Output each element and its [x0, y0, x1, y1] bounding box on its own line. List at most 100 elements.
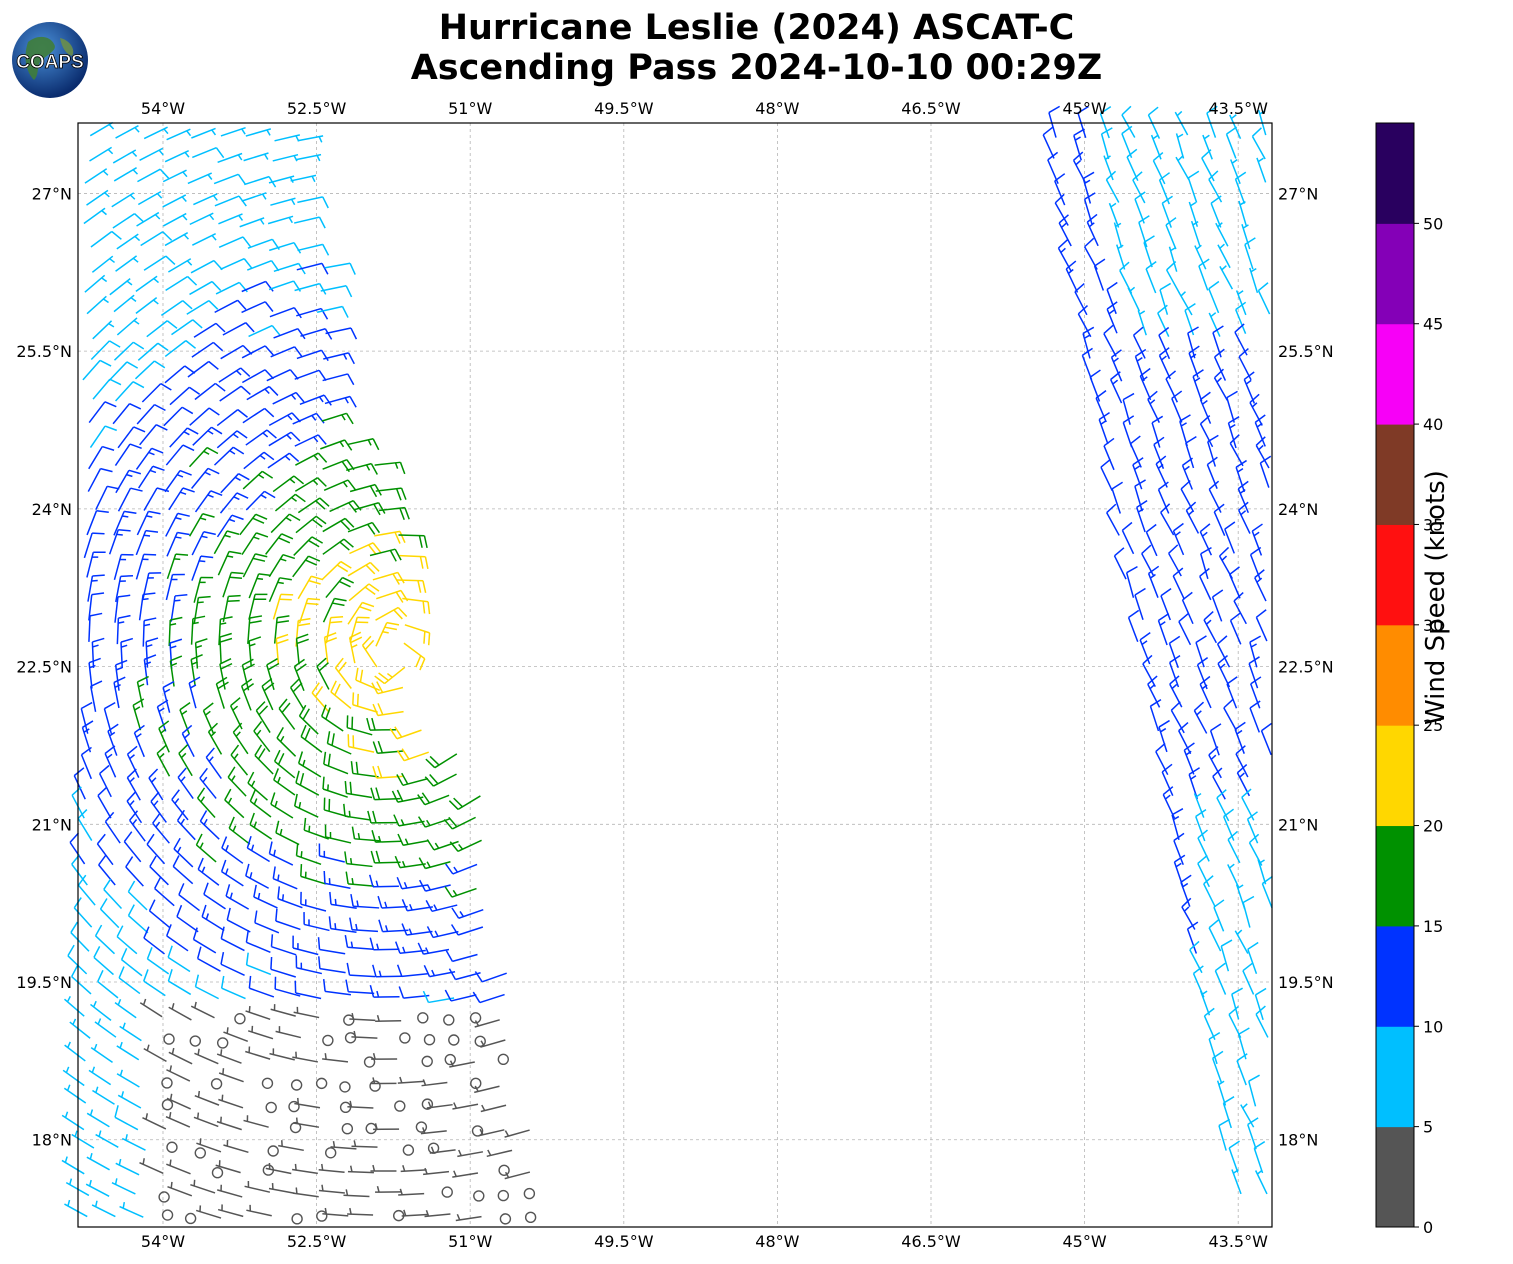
wind-barb	[116, 1069, 140, 1088]
wind-barb	[474, 1085, 500, 1094]
wind-barb	[220, 473, 250, 494]
wind-barb	[294, 477, 327, 492]
wind-barb	[330, 1140, 357, 1150]
calm-barb	[210, 1078, 223, 1090]
colorbar-segment	[1376, 223, 1414, 325]
wind-barb	[135, 529, 159, 556]
wind-barb	[368, 874, 399, 888]
wind-barb	[213, 173, 247, 185]
calm-barb	[497, 1189, 510, 1202]
wind-barb	[1203, 1007, 1216, 1041]
wind-barb	[220, 951, 245, 976]
colorbar-segment	[1376, 925, 1414, 1027]
wind-barb	[1152, 151, 1166, 185]
wind-barb	[1208, 1031, 1221, 1065]
wind-barb	[1209, 723, 1222, 756]
wind-barb	[137, 342, 169, 361]
wind-barb	[70, 921, 90, 952]
wind-barb	[142, 1113, 167, 1130]
wind-barb	[377, 895, 408, 909]
wind-barb	[1242, 962, 1255, 995]
wind-barb	[326, 731, 352, 755]
wind-barb	[1199, 414, 1214, 448]
wind-barb	[1147, 675, 1161, 708]
calm-barb	[265, 1101, 277, 1114]
wind-barb	[216, 430, 248, 449]
wind-barb	[1222, 1096, 1235, 1129]
wind-barb	[248, 636, 262, 667]
wind-barb	[294, 216, 326, 229]
wind-barb	[187, 360, 219, 378]
wind-barb	[268, 841, 294, 866]
wind-barb	[86, 189, 110, 206]
lat-label-left: 25.5°N	[16, 342, 72, 361]
wind-barb	[120, 637, 134, 669]
graticule	[78, 123, 1272, 1227]
wind-barb	[1216, 789, 1230, 822]
wind-barb	[227, 766, 247, 797]
wind-barb	[1157, 481, 1170, 514]
wind-barb	[70, 965, 92, 995]
wind-barb	[1256, 157, 1267, 183]
wind-barb	[116, 233, 141, 250]
wind-barb	[345, 871, 375, 887]
wind-barb	[311, 682, 330, 713]
wind-barb	[104, 745, 117, 778]
wind-barb	[1132, 171, 1146, 204]
wind-barb	[1116, 244, 1126, 270]
wind-barb	[1105, 170, 1120, 203]
wind-barb	[1195, 808, 1207, 842]
wind-barb	[1206, 105, 1218, 138]
wind-barb	[158, 720, 170, 753]
calm-barb	[441, 1186, 453, 1198]
wind-barb	[320, 285, 353, 298]
wind-barb	[219, 385, 251, 402]
wind-barb	[98, 854, 116, 886]
wind-barb	[86, 1109, 110, 1128]
calm-barb	[473, 1190, 485, 1202]
lat-label-right: 19.5°N	[1278, 973, 1334, 992]
wind-barb	[448, 968, 481, 981]
wind-barb	[1137, 310, 1147, 336]
wind-barb	[1195, 635, 1207, 668]
wind-barb	[1158, 719, 1170, 753]
wind-barb	[219, 632, 233, 664]
wind-barb	[246, 385, 279, 401]
wind-barb	[1173, 854, 1186, 887]
wind-barb	[114, 1105, 139, 1131]
wind-barb	[397, 833, 429, 847]
wind-barb	[270, 792, 294, 819]
wind-barb	[1139, 367, 1152, 401]
wind-barb	[1259, 455, 1272, 488]
wind-barb	[162, 169, 188, 183]
wind-barb	[347, 1207, 374, 1216]
calm-barb	[448, 1034, 460, 1046]
wind-barb	[140, 231, 173, 247]
colorbar-frame	[1375, 122, 1415, 1228]
wind-barb	[1132, 326, 1146, 359]
wind-barb	[1095, 390, 1107, 423]
colorbar-tick-label: 5	[1423, 1118, 1433, 1137]
wind-barb	[318, 1184, 345, 1194]
wind-barb	[242, 470, 274, 490]
wind-barb	[394, 941, 426, 954]
wind-barb	[504, 1129, 530, 1138]
wind-barb	[418, 879, 451, 892]
wind-barb	[1168, 635, 1181, 668]
wind-barb	[189, 407, 220, 426]
wind-barb	[375, 1014, 402, 1022]
wind-barb	[164, 149, 190, 163]
wind-barb	[248, 593, 268, 620]
calm-barb	[216, 1037, 229, 1049]
wind-barb	[1227, 863, 1240, 889]
wind-barb	[399, 554, 429, 570]
wind-barb	[1254, 414, 1266, 447]
wind-barb	[1160, 503, 1175, 536]
wind-barb	[300, 891, 327, 912]
wind-barb	[1178, 721, 1192, 755]
colorbar-tick-label: 35	[1423, 515, 1443, 534]
wind-barb	[207, 722, 223, 755]
wind-barb	[323, 632, 338, 664]
wind-barb	[268, 1183, 295, 1195]
lat-label-left: 19.5°N	[16, 973, 72, 992]
